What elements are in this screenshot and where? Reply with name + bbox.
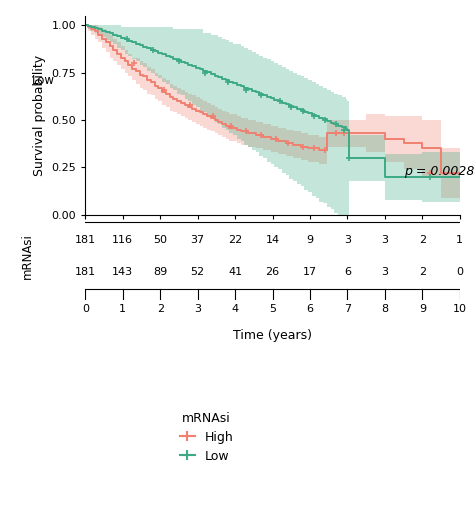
Text: 0: 0	[82, 304, 89, 314]
Text: 2: 2	[156, 304, 164, 314]
Text: 89: 89	[153, 267, 167, 277]
Text: 3: 3	[382, 267, 388, 277]
Text: 7: 7	[344, 304, 351, 314]
Text: 1: 1	[119, 304, 126, 314]
Text: mRNAsi: mRNAsi	[21, 233, 34, 279]
Text: 9: 9	[306, 235, 314, 245]
Y-axis label: Survival probability: Survival probability	[33, 55, 46, 176]
Text: 52: 52	[191, 267, 205, 277]
Text: 3: 3	[382, 235, 388, 245]
Text: Time (years): Time (years)	[233, 329, 312, 342]
Text: 26: 26	[265, 267, 280, 277]
Text: 8: 8	[381, 304, 389, 314]
Text: 4: 4	[231, 304, 239, 314]
Text: 181: 181	[75, 267, 96, 277]
Text: 22: 22	[228, 235, 242, 245]
Text: 14: 14	[265, 235, 280, 245]
Text: 6: 6	[344, 267, 351, 277]
Text: 143: 143	[112, 267, 133, 277]
Text: p = 0.0028: p = 0.0028	[403, 165, 474, 178]
Text: 17: 17	[303, 267, 317, 277]
Text: 10: 10	[453, 304, 467, 314]
Text: 50: 50	[153, 235, 167, 245]
Text: 3: 3	[194, 304, 201, 314]
Text: 3: 3	[344, 235, 351, 245]
Text: 9: 9	[419, 304, 426, 314]
Text: 41: 41	[228, 267, 242, 277]
Text: 1: 1	[456, 235, 463, 245]
Text: 0: 0	[456, 267, 463, 277]
Text: 2: 2	[419, 267, 426, 277]
Text: 116: 116	[112, 235, 133, 245]
Text: Low: Low	[32, 74, 55, 87]
Text: 6: 6	[307, 304, 313, 314]
Legend: High, Low: High, Low	[174, 407, 238, 468]
Text: 37: 37	[191, 235, 205, 245]
Text: 181: 181	[75, 235, 96, 245]
Text: 2: 2	[419, 235, 426, 245]
Text: 5: 5	[269, 304, 276, 314]
